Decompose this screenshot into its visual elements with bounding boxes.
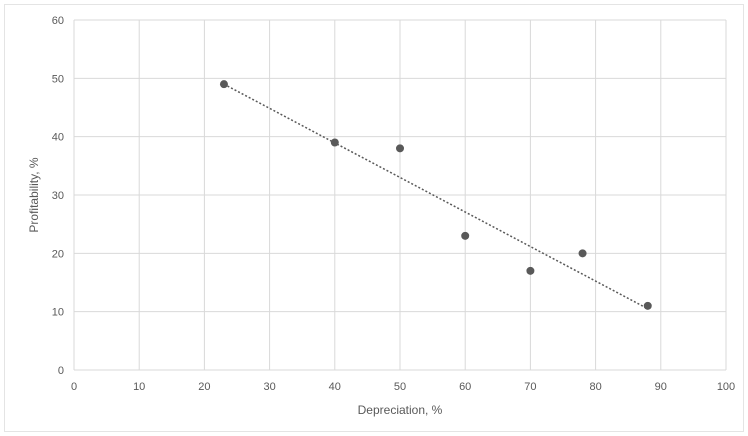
data-point: [330, 138, 339, 147]
x-tick-label: 0: [71, 381, 77, 393]
y-tick-label: 40: [52, 132, 64, 144]
data-point: [643, 301, 652, 310]
data-points: [219, 80, 652, 310]
x-tick-label: 30: [263, 381, 275, 393]
y-tick-label: 10: [52, 307, 64, 319]
data-point: [526, 266, 535, 275]
chart-frame: [4, 4, 744, 432]
linear-trendline: [223, 83, 649, 310]
x-axis-title: Depreciation, %: [358, 403, 443, 417]
y-tick-label: 30: [52, 190, 64, 202]
x-tick-label: 100: [717, 381, 735, 393]
x-tick-label: 40: [329, 381, 341, 393]
x-tick-label: 90: [655, 381, 667, 393]
y-axis-title: Profitability, %: [27, 157, 41, 232]
data-point: [219, 80, 228, 89]
x-axis-tick-labels: 0 10 20 30 40 50 60 70 80 90 100: [71, 381, 735, 393]
x-tick-label: 10: [133, 381, 145, 393]
x-tick-label: 60: [459, 381, 471, 393]
axes: [73, 20, 726, 371]
y-tick-label: 50: [52, 73, 64, 85]
x-tick-label: 70: [524, 381, 536, 393]
data-point: [396, 144, 404, 153]
y-tick-label: 20: [52, 248, 64, 260]
y-tick-label: 60: [52, 15, 64, 27]
data-point: [461, 231, 470, 240]
y-axis-tick-labels: 0 10 20 30 40 50 60: [52, 15, 64, 377]
horizontal-gridlines: [74, 19, 726, 313]
x-tick-label: 80: [589, 381, 601, 393]
y-tick-label: 0: [58, 365, 64, 377]
data-point: [578, 249, 587, 258]
x-tick-label: 20: [198, 381, 210, 393]
x-tick-label: 50: [394, 381, 406, 393]
trendline-group: [223, 83, 649, 310]
